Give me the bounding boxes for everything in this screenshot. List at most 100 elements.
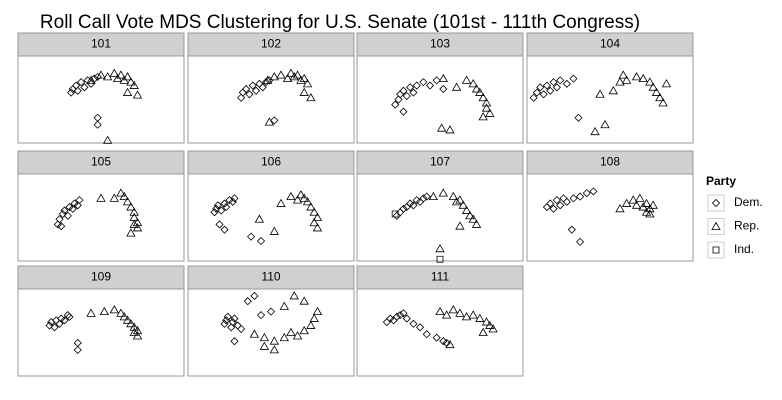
point: [230, 314, 239, 323]
point: [292, 195, 303, 204]
point: [302, 79, 313, 88]
point: [399, 107, 408, 116]
point: [230, 194, 239, 203]
panel: [356, 173, 524, 262]
point: [455, 221, 465, 230]
point: [289, 291, 299, 300]
panel: [17, 288, 185, 377]
point: [292, 70, 303, 79]
point: [306, 202, 316, 211]
panel: [187, 288, 355, 377]
point: [122, 72, 133, 81]
point: [50, 323, 59, 332]
point: [465, 210, 475, 220]
point: [55, 215, 64, 224]
point: [269, 345, 280, 354]
point: [475, 87, 485, 96]
point: [445, 125, 455, 134]
chart-title: Roll Call Vote MDS Clustering for U.S. S…: [40, 12, 640, 33]
point: [552, 83, 561, 92]
panel: [356, 55, 524, 144]
point: [458, 200, 468, 209]
point: [621, 75, 632, 84]
point: [661, 79, 672, 88]
legend-marker: [711, 198, 721, 208]
point: [631, 200, 642, 209]
point: [299, 73, 309, 83]
point: [478, 112, 488, 121]
point: [445, 339, 455, 349]
point: [223, 312, 232, 321]
point: [289, 72, 299, 81]
point: [309, 217, 319, 227]
point: [262, 75, 273, 84]
point: [409, 88, 418, 97]
point: [539, 90, 548, 99]
point: [299, 325, 309, 335]
point: [461, 75, 472, 84]
point: [73, 201, 82, 210]
point: [590, 126, 600, 136]
facet-label: 108: [600, 155, 620, 169]
point: [436, 255, 444, 263]
point: [77, 78, 86, 87]
point: [96, 70, 106, 79]
panel: [356, 288, 524, 377]
point: [419, 78, 428, 87]
point: [432, 333, 441, 342]
point: [409, 201, 418, 210]
point: [549, 204, 558, 213]
facet-label: 110: [261, 270, 280, 284]
point: [122, 315, 133, 324]
point: [399, 204, 408, 213]
facet-label: 101: [91, 37, 111, 51]
point: [451, 82, 462, 91]
point: [93, 120, 102, 129]
facet-label: 111: [431, 270, 450, 284]
point: [416, 323, 425, 332]
point: [529, 93, 538, 102]
point: [425, 81, 435, 90]
point: [478, 92, 488, 102]
point: [312, 223, 323, 232]
point: [269, 226, 280, 235]
point: [73, 345, 82, 354]
point: [436, 123, 447, 132]
point: [546, 86, 555, 95]
point: [102, 135, 113, 144]
point: [422, 192, 431, 201]
point: [243, 297, 252, 306]
point: [276, 198, 286, 207]
point: [116, 308, 126, 317]
point: [655, 92, 665, 102]
panel: [187, 55, 355, 144]
point: [589, 187, 598, 196]
point: [109, 68, 119, 77]
point: [478, 327, 488, 336]
point: [439, 84, 448, 94]
point: [595, 89, 605, 98]
point: [542, 81, 551, 90]
legend-label: Ind.: [734, 242, 754, 256]
point: [75, 196, 84, 205]
point: [237, 324, 246, 334]
point: [99, 306, 110, 316]
point: [567, 225, 576, 234]
point: [312, 212, 323, 221]
point: [435, 306, 445, 316]
point: [576, 192, 585, 201]
point: [475, 313, 485, 322]
point: [651, 87, 662, 96]
point: [641, 198, 652, 207]
point: [250, 291, 259, 301]
point: [296, 190, 306, 199]
point: [222, 202, 231, 212]
point: [306, 320, 316, 329]
point: [455, 308, 465, 317]
point: [391, 210, 399, 218]
point: [448, 191, 458, 201]
point: [60, 206, 69, 215]
point: [546, 199, 555, 208]
point: [126, 202, 136, 211]
